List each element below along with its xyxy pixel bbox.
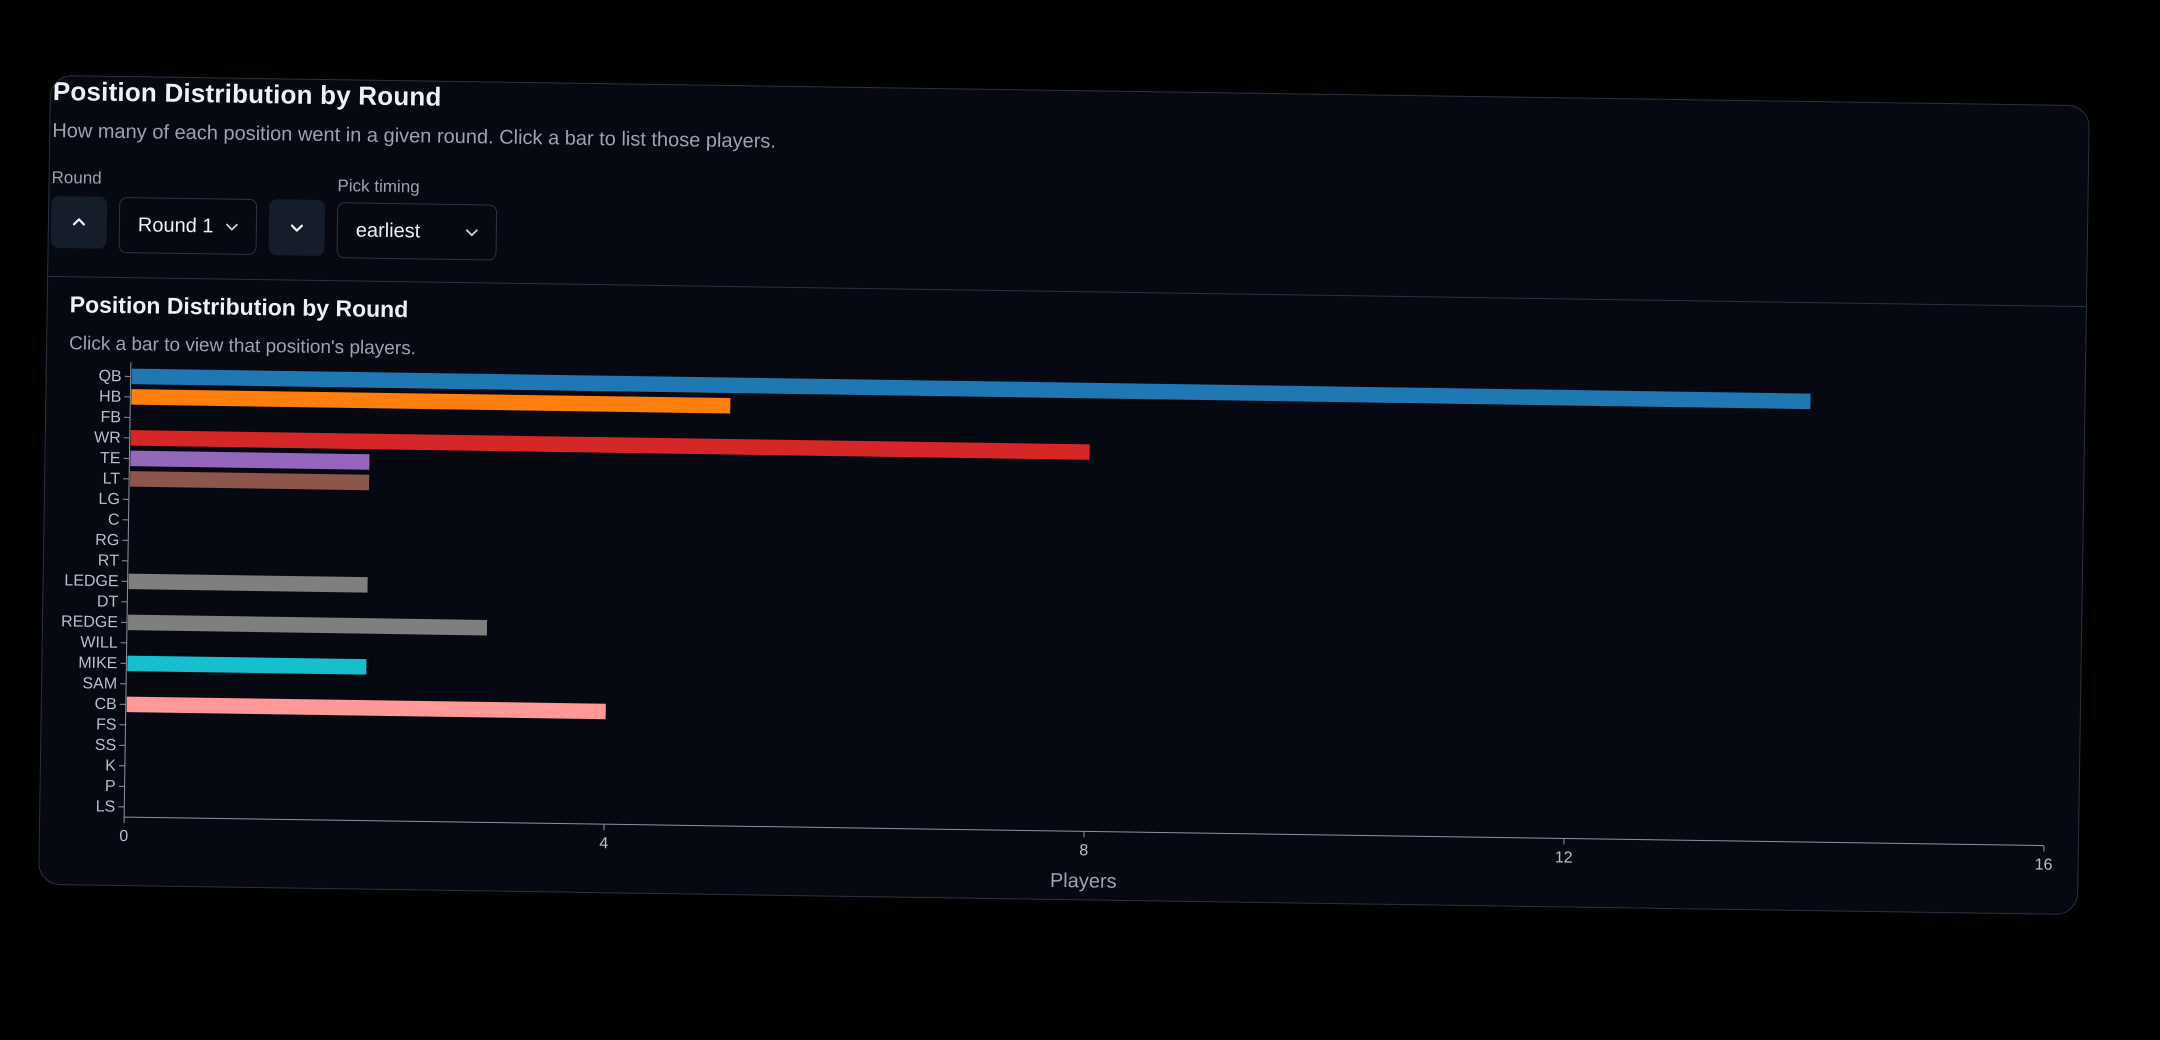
bar-qb[interactable] [131, 368, 1811, 410]
pick-timing-select[interactable]: earliest [336, 202, 498, 261]
y-tick-label: HB [99, 388, 121, 405]
x-tick-label: 12 [1555, 849, 1573, 866]
chevron-down-icon [290, 224, 304, 232]
y-tick-label: DT [97, 593, 119, 610]
card-subtitle: How many of each position went in a give… [52, 119, 777, 153]
x-tick-label: 4 [599, 835, 608, 852]
chevron-down-icon [226, 223, 238, 231]
chevron-up-icon [72, 218, 86, 226]
y-tick-label: LS [96, 798, 116, 815]
x-axis-title: Players [1050, 870, 1117, 893]
y-tick-label: FS [96, 716, 117, 733]
y-tick-label: K [105, 758, 116, 775]
round-select-value: Round 1 [137, 213, 214, 237]
y-tick-label: RT [98, 552, 120, 569]
card-title: Position Distribution by Round [52, 75, 442, 112]
next-round-button[interactable] [268, 199, 326, 257]
position-distribution-card: Position Distribution by Round How many … [38, 74, 2090, 916]
pick-timing-label: Pick timing [337, 176, 420, 197]
y-tick-label: WILL [80, 634, 118, 652]
bar-te[interactable] [130, 450, 370, 470]
y-tick-label: P [105, 778, 116, 795]
y-tick-label: REDGE [61, 613, 118, 631]
round-select[interactable]: Round 1 [118, 196, 258, 255]
x-tick-label: 8 [1079, 842, 1088, 859]
round-label: Round [51, 167, 102, 188]
x-axis-line [124, 816, 2044, 847]
chevron-down-icon [465, 229, 478, 237]
y-tick-label: TE [100, 450, 121, 467]
y-tick-label: LEDGE [64, 572, 118, 590]
bar-lt[interactable] [130, 471, 370, 491]
y-tick-label: SS [95, 737, 117, 754]
y-tick-label: LG [98, 491, 120, 508]
y-tick-label: LT [103, 470, 121, 487]
y-tick-label: MIKE [78, 655, 117, 673]
x-tick-label: 0 [119, 828, 128, 845]
previous-round-button[interactable] [50, 195, 108, 249]
y-tick-label: CB [94, 696, 116, 713]
bar-mike[interactable] [127, 655, 367, 675]
y-tick-label: QB [98, 368, 121, 385]
y-tick-label: C [108, 512, 120, 529]
bar-hb[interactable] [131, 389, 731, 414]
bar-cb[interactable] [126, 696, 606, 720]
y-tick-label: RG [95, 532, 119, 549]
bar-wr[interactable] [130, 430, 1090, 460]
bar-chart: QB HB FB WR TE LT LG C RG RT LEDGE DT REDGE WILL MIKE S… [61, 362, 2053, 893]
pick-timing-select-value: earliest [355, 218, 421, 242]
x-tick-label: 16 [2035, 856, 2053, 873]
y-tick-label: WR [94, 429, 121, 446]
chart-panel: Position Distribution by Round Click a b… [38, 275, 2088, 916]
y-tick-label: FB [100, 409, 121, 426]
y-axis-line [123, 362, 132, 818]
y-tick-label: SAM [82, 675, 117, 693]
bar-ledge[interactable] [128, 573, 368, 593]
bar-redge[interactable] [127, 614, 488, 636]
